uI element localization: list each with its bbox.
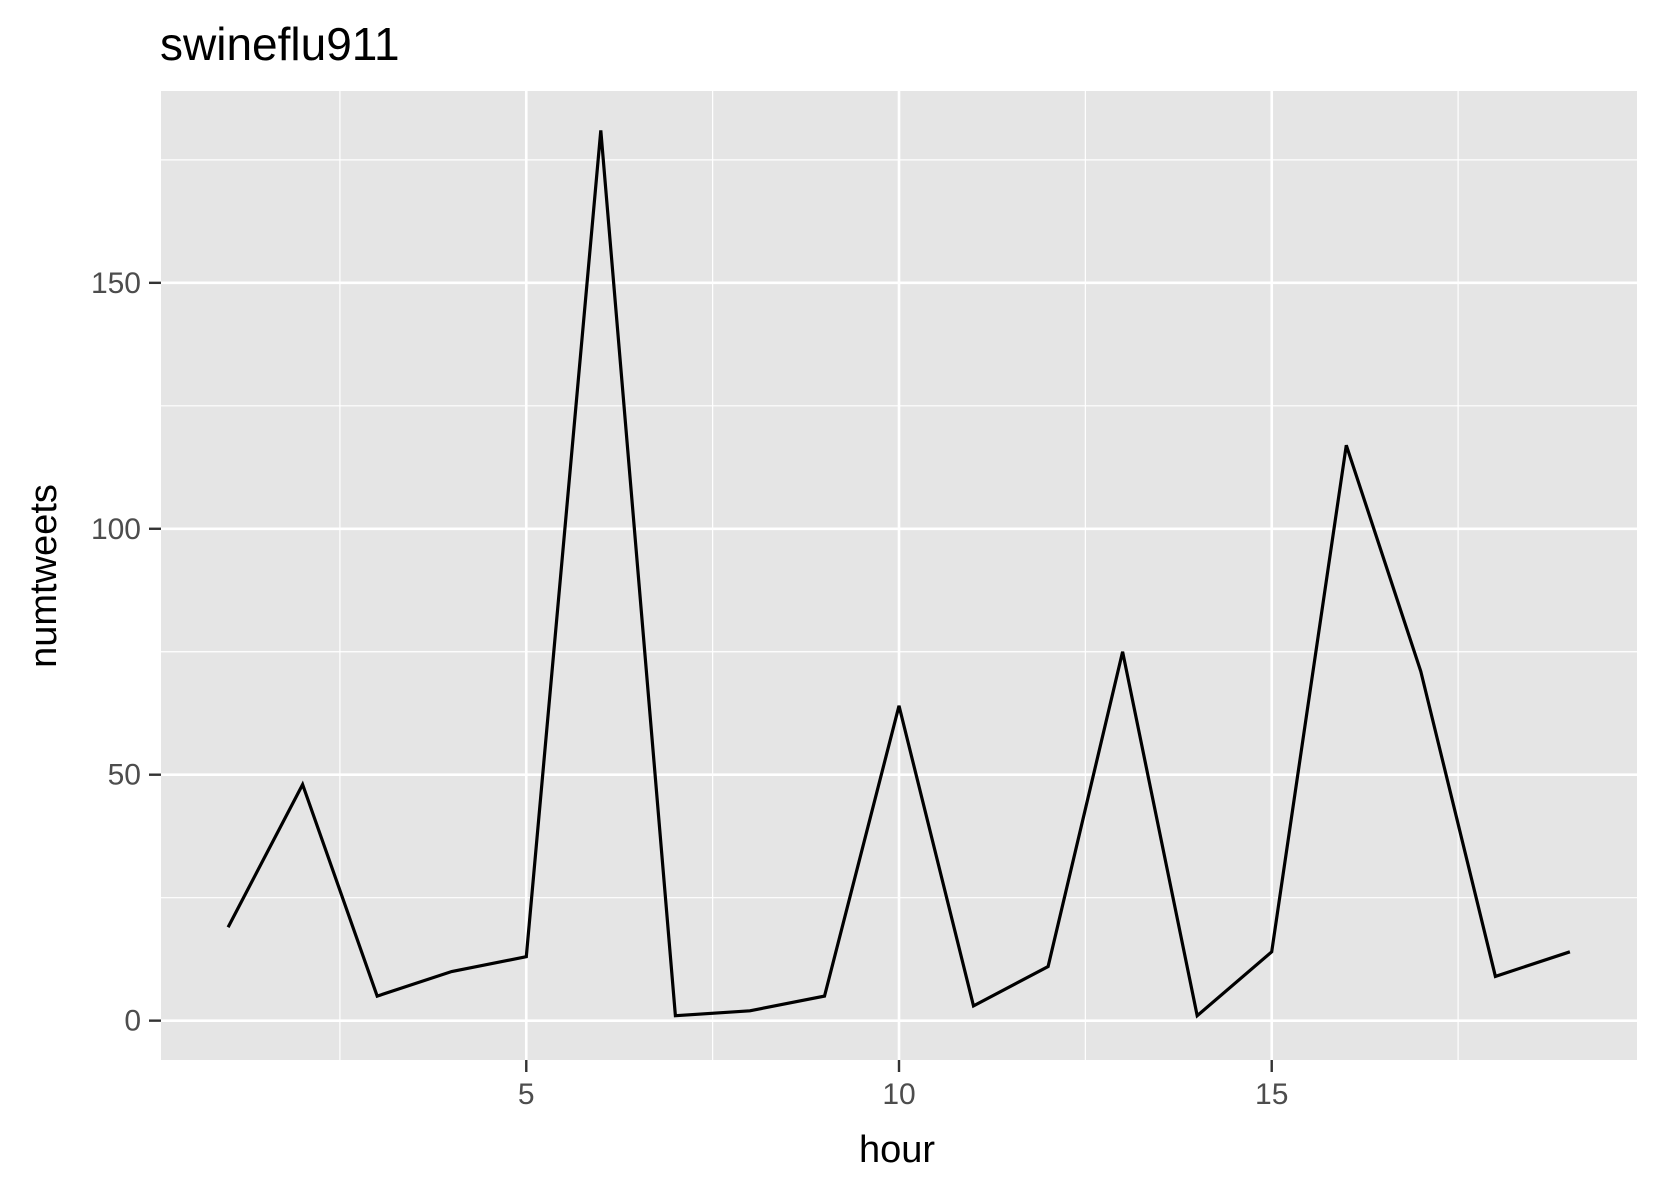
y-tick-label: 0 [124, 1005, 141, 1038]
x-tick-label: 15 [1255, 1078, 1288, 1111]
series-line-0 [226, 130, 1571, 1019]
x-axis-title: hour [859, 1129, 935, 1171]
major-gridlines [161, 91, 1637, 1060]
y-axis: 0 50 100 150 [91, 267, 161, 1038]
x-axis: 5 10 15 [518, 1060, 1288, 1111]
y-tick-label: 100 [91, 513, 141, 546]
x-tick-label: 5 [518, 1078, 535, 1111]
x-tick-label: 10 [882, 1078, 915, 1111]
y-tick-label: 150 [91, 267, 141, 300]
chart-title: swineflu911 [160, 18, 400, 70]
series-layer [226, 130, 1571, 1019]
y-tick-label: 50 [108, 759, 141, 792]
y-axis-title: numtweets [23, 484, 65, 668]
